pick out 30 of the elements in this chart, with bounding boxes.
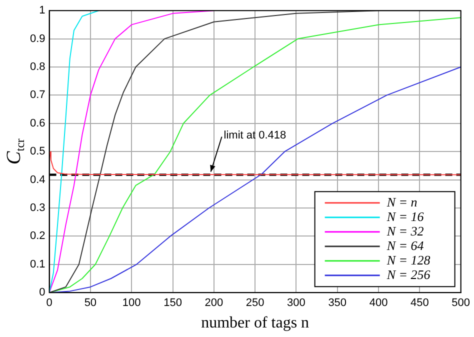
y-tick-label: 0.1 [30, 258, 46, 270]
y-tick-label: 0.6 [30, 117, 46, 130]
y-tick-label: 0.2 [30, 230, 46, 242]
x-tick-label: 200 [204, 297, 224, 310]
y-tick-label: 0.3 [30, 202, 46, 214]
y-tick-label: 0.8 [30, 61, 46, 74]
y-axis-title: Ctcr [3, 138, 27, 165]
legend-label: N = 256 [386, 266, 431, 282]
y-tick-label: 0.9 [30, 32, 46, 45]
legend-label: N = n [386, 194, 418, 210]
legend-label: N = 128 [386, 252, 431, 268]
x-tick-label: 500 [452, 297, 470, 310]
x-tick-label: 300 [287, 297, 306, 310]
x-tick-label: 350 [328, 297, 347, 310]
y-tick-label: 0 [39, 286, 46, 299]
y-tick-label: 0.5 [30, 146, 46, 158]
y-tick-label: 0.7 [30, 89, 46, 102]
x-tick-label: 250 [246, 297, 264, 310]
x-tick-label: 450 [410, 297, 429, 310]
y-tick-label: 0.4 [30, 174, 46, 186]
x-tick-label: 50 [84, 297, 97, 310]
legend-label: N = 64 [386, 238, 424, 253]
annotation: limit at 0.418 [224, 129, 286, 142]
legend-label: N = 32 [386, 223, 424, 238]
y-tick-label: 1 [39, 4, 46, 17]
x-tick-label: 150 [164, 297, 182, 310]
x-tick-label: 100 [122, 297, 141, 310]
x-tick-label: 400 [369, 297, 388, 310]
x-axis-title: number of tags n [201, 314, 310, 332]
legend-label: N = 16 [386, 208, 424, 224]
